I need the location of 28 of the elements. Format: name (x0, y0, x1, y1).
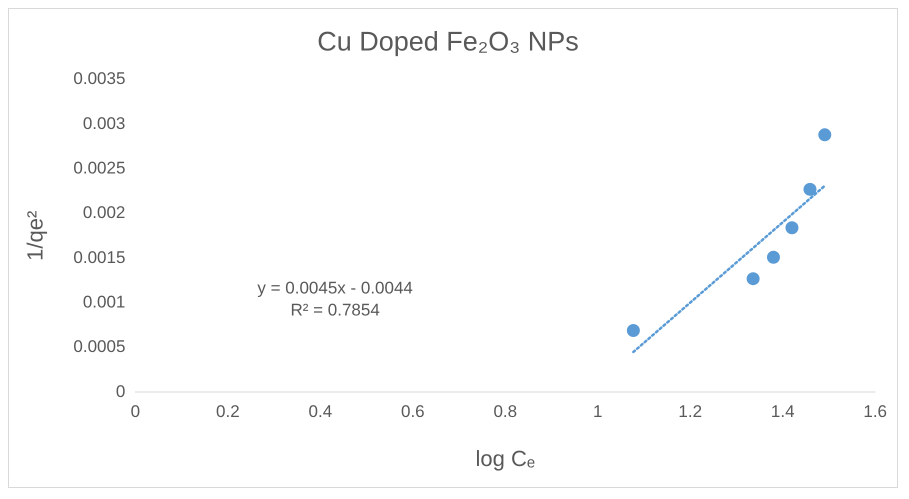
x-tick-label: 1 (593, 402, 602, 422)
annotation: R² = 0.7854 (290, 300, 380, 320)
y-tick-label: 0.003 (82, 114, 126, 133)
y-tick-label: 0.0025 (73, 158, 126, 178)
x-axis-title: log Cₑ (476, 446, 536, 471)
point (766, 250, 780, 264)
y-tick-label: 0.0005 (73, 337, 126, 356)
x-tick-label: 0 (130, 402, 140, 422)
point (785, 221, 798, 234)
y-tick-label: 0.002 (82, 203, 126, 222)
y-axis-title: 1/qe² (22, 210, 48, 261)
x-tick-label: 1.2 (678, 402, 702, 422)
x-tick-label: 1.6 (863, 402, 888, 422)
point (626, 324, 640, 338)
x-tick-label: 0.6 (400, 402, 425, 422)
annotation: y = 0.0045x - 0.0044 (257, 278, 413, 298)
x-tick-label: 0.2 (216, 402, 240, 422)
y-tick-label: 0.0015 (73, 248, 126, 267)
x-tick-label: 1.4 (770, 402, 795, 422)
point (746, 272, 760, 286)
point (818, 128, 832, 142)
y-tick-label: 0.0035 (73, 69, 126, 88)
y-tick-label: 0 (116, 382, 126, 401)
point (803, 182, 816, 196)
chart-title: Cu Doped Fe₂O₃ NPs (317, 26, 579, 57)
x-tick-label: 0.4 (308, 402, 332, 422)
x-tick-label: 0.8 (493, 402, 518, 422)
y-tick-label: 0.001 (82, 292, 126, 312)
